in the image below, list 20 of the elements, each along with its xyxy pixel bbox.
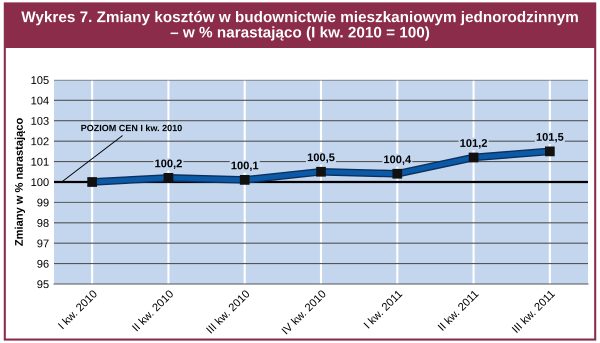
y-tick-label: 99 xyxy=(37,198,49,207)
y-tick-label: 96 xyxy=(37,260,49,268)
data-label: 100,5 xyxy=(308,153,335,163)
y-tick-label: 104 xyxy=(31,96,49,104)
y-tick-label: 101 xyxy=(31,158,49,166)
y-tick-label: 95 xyxy=(37,280,49,288)
y-tick-label: 100 xyxy=(31,178,49,186)
y-tick-label: 97 xyxy=(37,239,49,248)
data-label: 100,4 xyxy=(384,155,412,165)
data-label: 100,2 xyxy=(155,159,182,169)
y-tick-label: 103 xyxy=(31,117,49,125)
y-tick-label: 98 xyxy=(37,219,49,227)
data-label: 101,2 xyxy=(460,139,488,149)
y-tick-label: 105 xyxy=(31,76,49,84)
y-axis-title: Zmiany w % narastająco xyxy=(14,118,26,246)
y-tick-label: 102 xyxy=(31,137,49,146)
data-label: 101,5 xyxy=(536,132,564,142)
chart-title: Wykres 7. Zmiany kosztów w budownictwie mieszkaniowym jednorodzinnym – w % narastająco (I kw. 2010 = 100) xyxy=(21,10,578,41)
ref-line-label: POZIOM CEN I kw. 2010 xyxy=(81,124,182,132)
data-label: 100,1 xyxy=(232,162,258,171)
